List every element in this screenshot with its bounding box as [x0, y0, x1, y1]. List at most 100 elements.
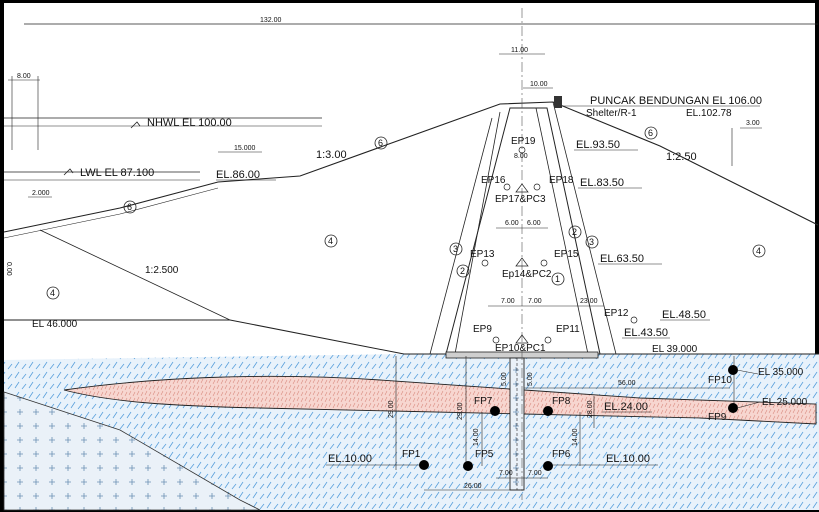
base-gap-right-dim: 7.00 [528, 470, 542, 477]
shelter-elevation-label: EL.102.78 [686, 108, 732, 119]
el-25-label: EL 25.000 [762, 397, 808, 408]
el-46-label: EL 46.000 [32, 319, 78, 330]
svg-text:6: 6 [648, 128, 653, 138]
crest-part-dim: 10.00 [530, 81, 548, 88]
crest-label: PUNCAK BENDUNGAN EL 106.00 [590, 95, 762, 107]
zone-6-upstream: 6 [374, 136, 388, 150]
fp5-dot [463, 461, 473, 471]
upstream-cofferdam-line [39, 229, 231, 321]
core-low-right-dim: 7.00 [528, 298, 542, 305]
fp9-label: FP9 [708, 412, 727, 423]
zone-3-left: 3 [449, 242, 463, 256]
zone-3-right: 3 [585, 235, 599, 249]
crest-width-dim: 11.00 [511, 47, 528, 54]
nhwl-marker-icon [130, 121, 141, 129]
lwl-marker-icon [63, 168, 74, 176]
fp9-dot [728, 403, 738, 413]
base-gap-left-dim: 7.00 [499, 470, 513, 477]
pile-height-right-dim: 14.00 [572, 428, 579, 446]
zone-4-upstream: 4 [324, 234, 338, 248]
svg-text:6: 6 [127, 202, 132, 212]
upstream-slope-label: 1:3.00 [316, 149, 347, 161]
core-mid-left-dim: 6.00 [505, 220, 519, 227]
el-63-label: EL.63.50 [600, 253, 644, 265]
el-83-label: EL.83.50 [580, 177, 624, 189]
svg-text:2: 2 [572, 227, 577, 237]
downstream-slope-label: 1:2.50 [666, 151, 697, 163]
shelter-marker [554, 96, 562, 108]
core-piezometer-symbols [481, 146, 638, 344]
fp6-dot [543, 461, 553, 471]
core-mid-right-dim: 6.00 [527, 220, 541, 227]
left-offset-dim: 8.00 [17, 73, 31, 80]
fp5-label: FP5 [475, 449, 494, 460]
cofferdam-slope-label: 1:2.500 [145, 265, 179, 276]
ep18-label: EP18 [549, 175, 574, 186]
zone-1-core: 1 [551, 272, 565, 286]
top-width-dim: 132.00 [260, 17, 282, 24]
dam-outline [3, 101, 819, 233]
cut-height-left-dim: 5.00 [501, 372, 508, 386]
fp6-label: FP6 [552, 449, 571, 460]
svg-text:4: 4 [328, 236, 333, 246]
el-10-right-label: EL.10.00 [606, 453, 650, 465]
fp7-label: FP7 [474, 396, 493, 407]
downstream-filter-line-2 [552, 101, 617, 355]
core-top-dim: 8.00 [514, 153, 528, 160]
svg-text:1: 1 [555, 274, 560, 284]
ep16-label: EP16 [481, 175, 506, 186]
fp8-label: FP8 [552, 396, 571, 407]
ep17-label: EP17&PC3 [495, 194, 546, 205]
fp1-label: FP1 [402, 449, 421, 460]
downstream-filter-line [535, 107, 589, 355]
el-24-dim: 28.00 [587, 400, 594, 418]
ep13-label: EP13 [470, 249, 495, 260]
cut-height-right-dim: 5.00 [527, 372, 534, 386]
foundation-depth-dim: 29.00 [388, 400, 395, 418]
zone-4-cofferdam: 4 [46, 286, 60, 300]
ep10-label: EP10&PC1 [495, 343, 546, 354]
left-edge-dim: 0.00 [5, 262, 12, 276]
fp7-dot [490, 406, 500, 416]
upstream-berm-line [3, 187, 219, 239]
el-86-label: EL.86.00 [216, 169, 260, 181]
foundation-depth-2-dim: 29.00 [457, 402, 464, 420]
right-drop-dim: 3.00 [746, 120, 760, 127]
el-24-label: EL.24.00 [604, 401, 648, 413]
foundation-width-dim: 56.00 [618, 380, 636, 387]
svg-text:4: 4 [756, 246, 761, 256]
fp8-dot [543, 406, 553, 416]
pile-height-left-dim: 14.00 [473, 428, 480, 446]
ep15-label: EP15 [554, 249, 579, 260]
ep14-label: Ep14&PC2 [502, 269, 552, 280]
fp10-label: FP10 [708, 375, 732, 386]
zone-2-left: 2 [456, 264, 470, 278]
svg-text:3: 3 [453, 244, 458, 254]
ep12-label: EP12 [604, 308, 629, 319]
el-48-label: EL.48.50 [662, 309, 706, 321]
zone-6-berm: 6 [123, 200, 137, 214]
svg-text:6: 6 [378, 138, 383, 148]
ground-line [4, 319, 819, 355]
bedrock-layer [3, 391, 261, 511]
ep11-label: EP11 [556, 324, 580, 335]
shelter-label: Shelter/R-1 [586, 108, 637, 119]
filter-width-dim: 23.00 [580, 298, 598, 305]
el-43-label: EL.43.50 [624, 327, 668, 339]
el-39-label: EL 39.000 [652, 344, 698, 355]
el-10-left-label: EL.10.00 [328, 453, 372, 465]
berm-left-dim: 2.000 [32, 190, 50, 197]
berm-width-dim: 15.000 [234, 145, 256, 152]
fp10-dot [728, 365, 738, 375]
upstream-filter-line-1 [454, 111, 501, 355]
fp1-dot [419, 460, 429, 470]
svg-text:2: 2 [460, 266, 465, 276]
zone-4-downstream: 4 [752, 244, 766, 258]
ep9-label: EP9 [473, 324, 492, 335]
svg-text:4: 4 [50, 288, 55, 298]
el-35-label: EL 35.000 [758, 367, 804, 378]
foundation-piezometer-dots [419, 365, 738, 471]
lwl-label: LWL EL 87.100 [80, 167, 154, 179]
